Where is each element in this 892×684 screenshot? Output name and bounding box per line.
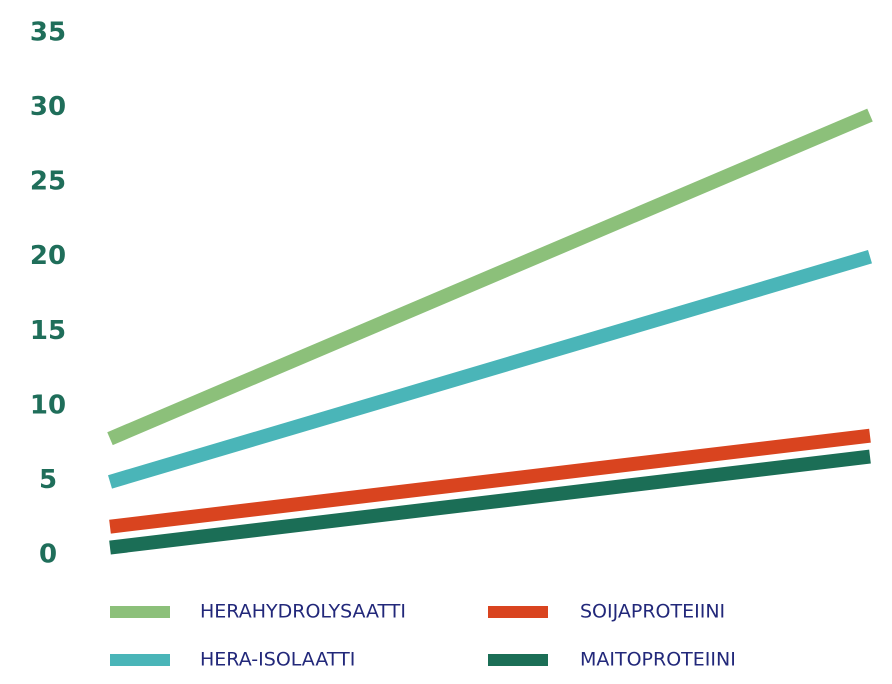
y-tick-label: 0 xyxy=(39,540,57,570)
y-tick-label: 20 xyxy=(30,241,66,271)
series-line xyxy=(109,449,871,555)
y-tick-label: 30 xyxy=(30,92,66,122)
y-tick-label: 10 xyxy=(30,390,66,420)
y-tick-label: 5 xyxy=(39,465,57,495)
y-tick-label: 15 xyxy=(30,316,66,346)
series-line xyxy=(109,428,871,534)
legend-label: SOIJAPROTEIINI xyxy=(580,601,725,623)
series-line xyxy=(108,250,872,489)
y-tick-label: 25 xyxy=(30,167,66,197)
legend-label: HERA-ISOLAATTI xyxy=(200,649,355,671)
y-tick-label: 35 xyxy=(30,18,66,48)
legend-label: MAITOPROTEIINI xyxy=(580,649,736,671)
series-line xyxy=(107,108,873,446)
legend-label: HERAHYDROLYSAATTI xyxy=(200,601,406,623)
